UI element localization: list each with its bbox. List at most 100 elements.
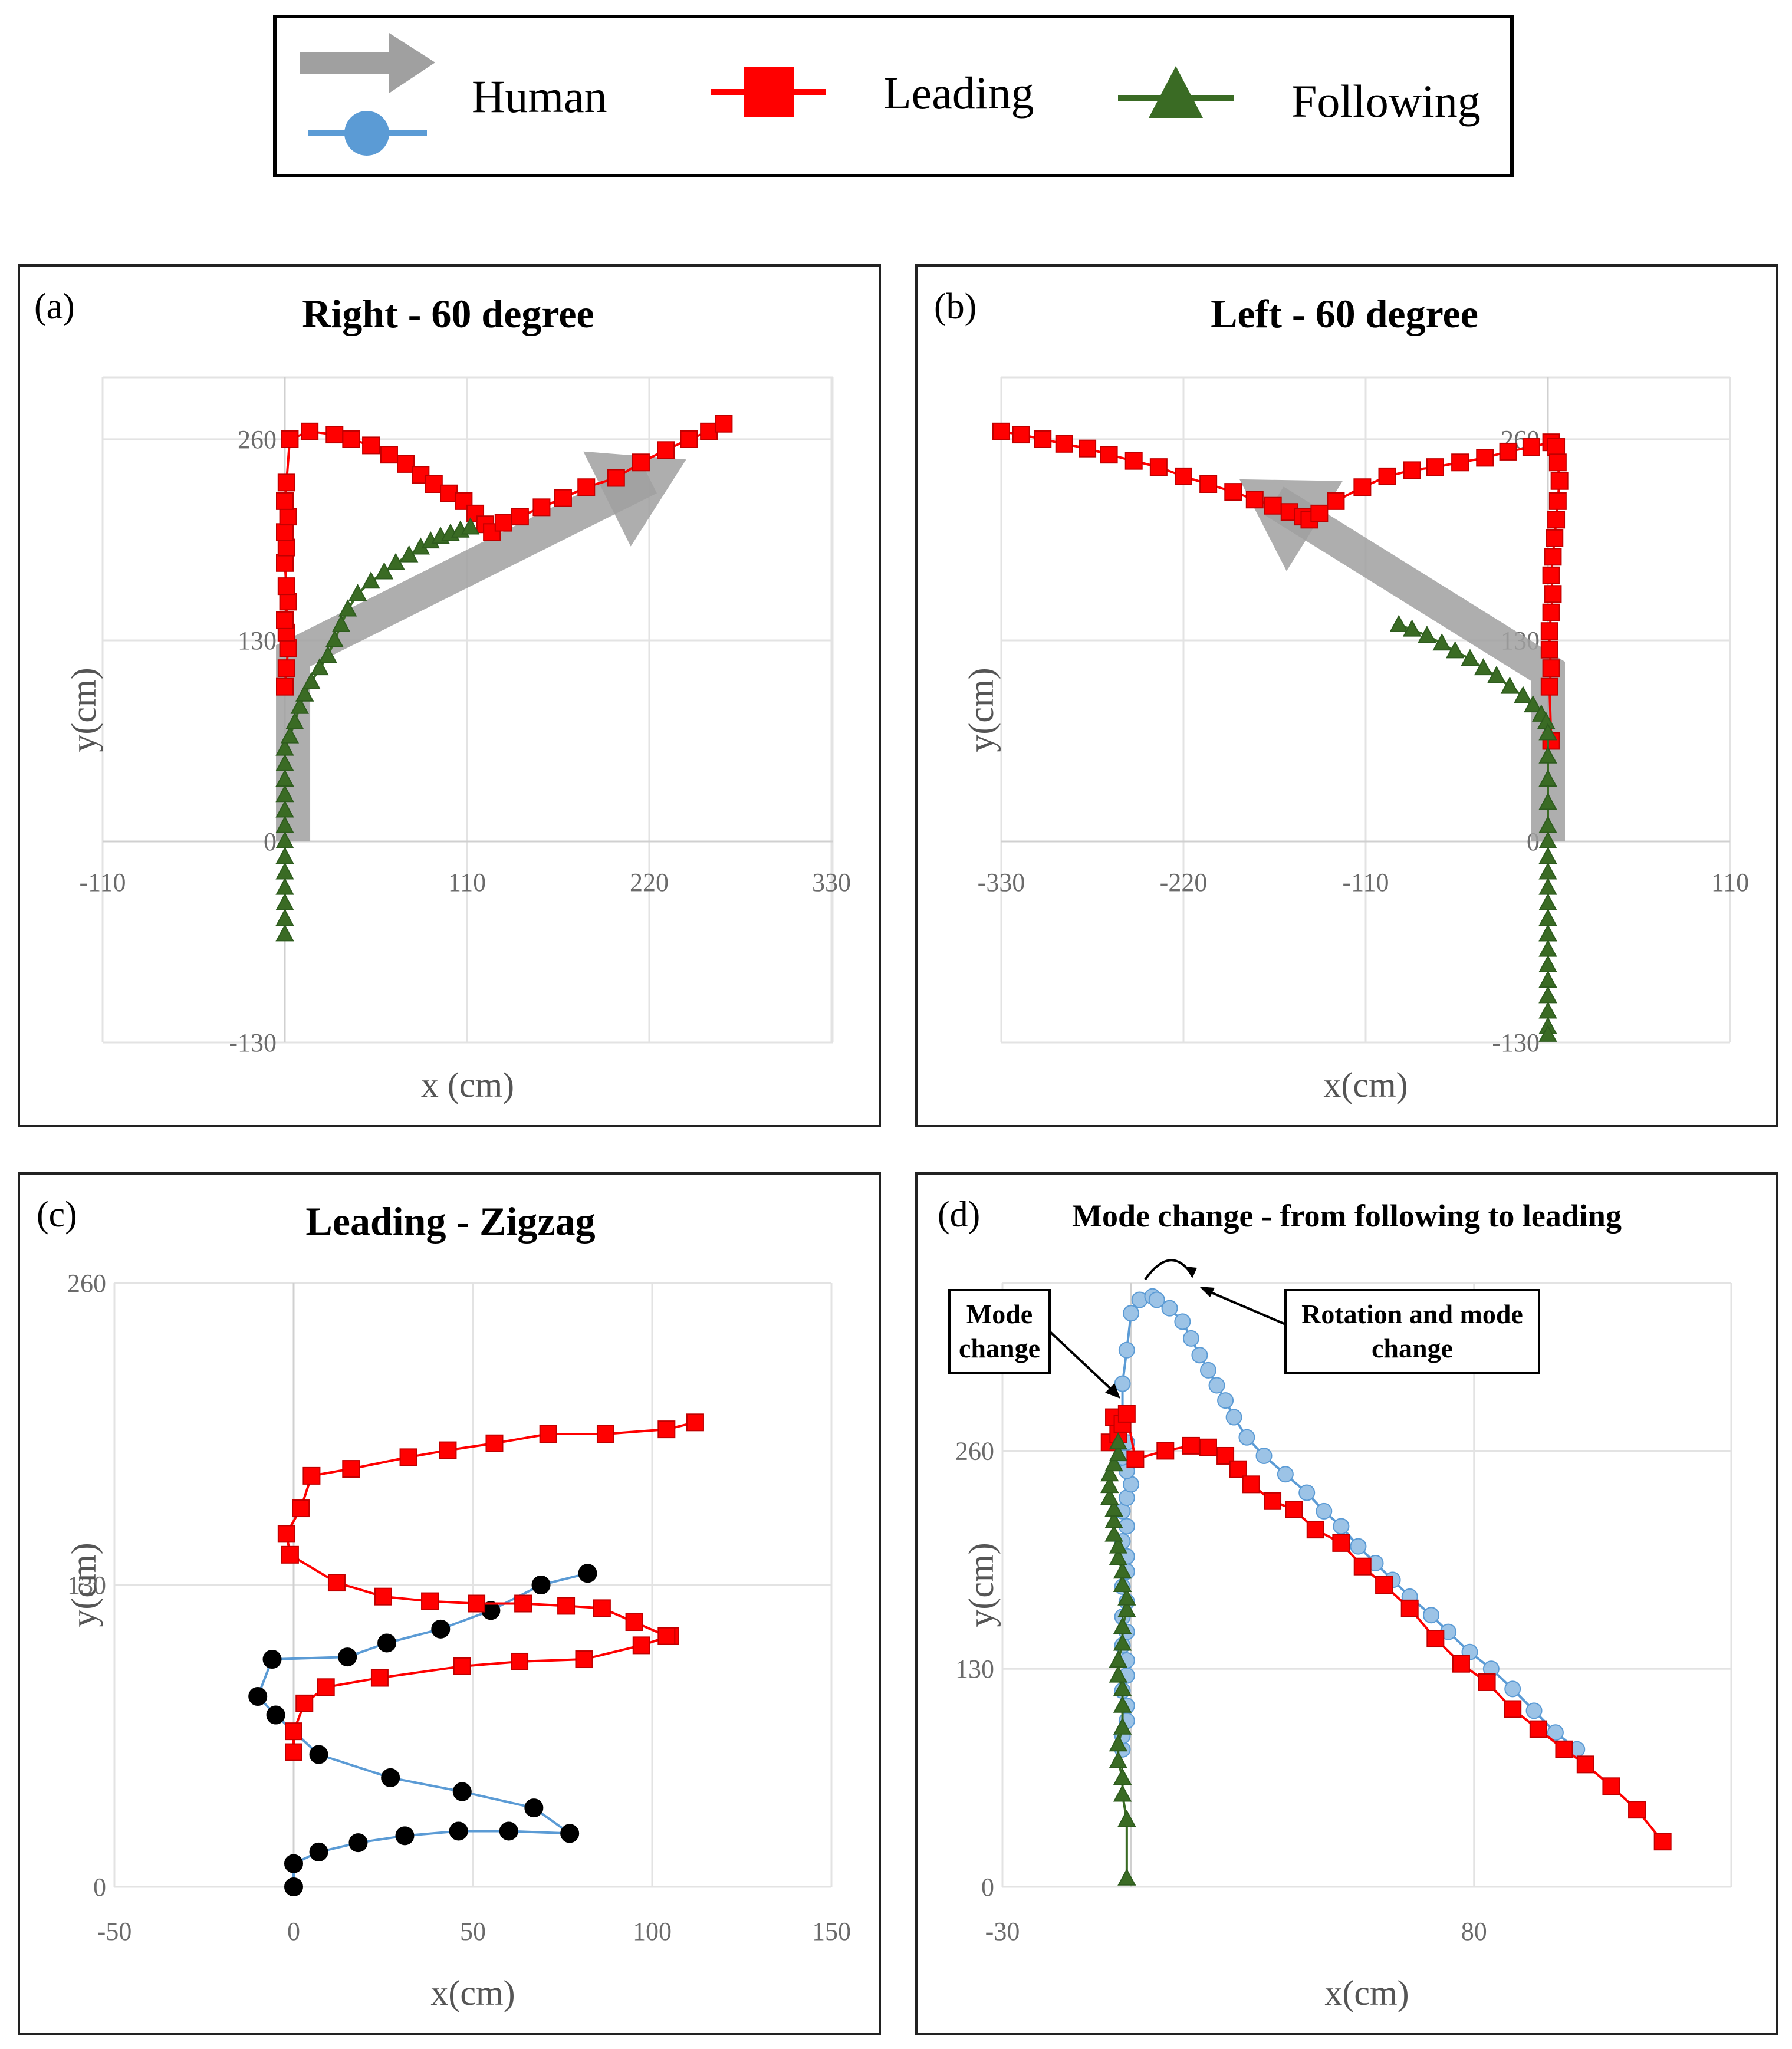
point-b-leading-27	[1547, 438, 1566, 456]
point-b-leading-5	[1100, 446, 1118, 464]
point-c-human-8	[524, 1798, 544, 1818]
point-b-following-33	[1538, 955, 1557, 972]
annotation-text-mode-change-0: Mode	[966, 1299, 1033, 1329]
point-b-following-1	[1402, 619, 1422, 637]
point-b-leading-37	[1540, 622, 1558, 640]
point-b-leading-7	[1149, 458, 1168, 476]
point-d-leading-12	[1264, 1492, 1282, 1510]
x-tick-label-c-4: 150	[812, 1917, 851, 1946]
point-d-human-43	[1350, 1538, 1367, 1555]
point-c-leading-5	[453, 1657, 471, 1675]
point-b-following-3	[1432, 633, 1451, 651]
point-a-following-23	[348, 584, 367, 601]
x-axis-title-d: x(cm)	[1324, 1974, 1409, 2012]
point-c-leading-18	[327, 1574, 346, 1592]
point-a-following-0	[275, 924, 294, 942]
panel-c: -50 0 50 100 150 0 130 260 (c) Leading - Zigzag x(…	[37, 1195, 851, 2012]
x-tick-label-d-0: -30	[985, 1917, 1020, 1946]
panel-d-frame	[915, 1172, 1778, 2035]
point-a-leading-34	[657, 441, 675, 459]
point-a-following-8	[275, 800, 294, 818]
point-c-leading-16	[421, 1592, 439, 1610]
point-c-human-10	[381, 1768, 400, 1787]
point-b-leading-0	[992, 422, 1010, 440]
point-a-leading-20	[412, 466, 430, 484]
point-a-following-14	[285, 712, 304, 729]
point-d-human-34	[1208, 1377, 1225, 1394]
point-a-leading-27	[494, 514, 512, 532]
point-d-human-23	[1114, 1375, 1131, 1392]
point-b-leading-4	[1079, 439, 1097, 458]
point-c-leading-1	[285, 1722, 302, 1741]
point-b-following-32	[1538, 986, 1557, 1004]
point-d-following-20	[1104, 1511, 1123, 1528]
point-a-following-19	[318, 646, 337, 663]
point-d-leading-6	[1156, 1442, 1175, 1460]
point-a-following-11	[275, 754, 294, 771]
annotation-arrowhead-mode-change	[1105, 1383, 1120, 1399]
point-a-leading-11	[276, 492, 294, 510]
point-b-following-10	[1524, 695, 1543, 713]
point-a-leading-1	[277, 659, 295, 677]
y-axis-title-d: y(cm)	[962, 1542, 1001, 1627]
point-a-following-22	[338, 599, 357, 617]
point-c-human-20	[578, 1564, 597, 1583]
point-d-following-12	[1113, 1617, 1132, 1634]
point-c-human-12	[266, 1705, 285, 1725]
point-a-following-24	[361, 571, 380, 589]
point-a-following-21	[331, 614, 351, 632]
point-c-leading-10	[657, 1627, 676, 1645]
point-a-leading-12	[277, 473, 295, 492]
point-d-following-26	[1109, 1444, 1127, 1462]
point-b-leading-9	[1199, 475, 1218, 494]
point-d-leading-26	[1602, 1777, 1620, 1795]
point-d-following-11	[1113, 1633, 1132, 1651]
y-tick-label-a-2: 130	[238, 626, 277, 655]
point-c-leading-0	[285, 1743, 302, 1761]
point-b-following-2	[1418, 625, 1436, 643]
point-a-leading-15	[325, 426, 344, 444]
point-b-following-0	[1389, 614, 1408, 632]
point-b-leading-17	[1327, 492, 1345, 510]
y-tick-label-c-0: 0	[93, 1873, 106, 1902]
point-b-leading-33	[1544, 548, 1562, 566]
point-a-following-10	[275, 769, 294, 787]
legend-label-human: Human	[472, 71, 607, 122]
panel-title-d: Mode change - from following to leading	[1072, 1198, 1622, 1234]
x-tick-label-c-1: 0	[287, 1917, 300, 1946]
point-c-human-14	[262, 1650, 282, 1669]
legend-following-triangle-icon	[1149, 66, 1203, 118]
point-b-leading-25	[1522, 438, 1540, 456]
point-a-leading-21	[425, 475, 443, 494]
point-d-leading-21	[1478, 1673, 1496, 1691]
point-b-leading-8	[1175, 467, 1192, 485]
point-d-following-19	[1104, 1524, 1123, 1542]
point-b-leading-21	[1426, 458, 1444, 476]
point-d-human-38	[1255, 1447, 1273, 1464]
point-a-leading-28	[511, 508, 529, 526]
y-tick-label-c-1: 130	[67, 1571, 106, 1600]
point-d-human-29	[1161, 1300, 1178, 1317]
point-b-leading-38	[1540, 640, 1558, 659]
point-c-leading-21	[292, 1499, 310, 1518]
point-c-human-7	[560, 1824, 580, 1843]
point-b-leading-23	[1476, 449, 1494, 467]
annotation-text-rotation-0: Rotation and mode	[1301, 1299, 1523, 1329]
x-tick-label-a-0: -110	[79, 868, 126, 897]
point-d-following-18	[1109, 1536, 1127, 1554]
point-d-human-35	[1217, 1392, 1234, 1409]
point-a-leading-30	[554, 489, 572, 507]
point-a-leading-36	[700, 422, 718, 440]
annotation-box-rotation	[1284, 1289, 1540, 1374]
point-b-leading-30	[1548, 492, 1567, 510]
point-b-leading-18	[1353, 478, 1372, 496]
point-d-leading-28	[1653, 1833, 1672, 1851]
point-d-human-51	[1504, 1680, 1521, 1698]
point-a-following-1	[275, 909, 294, 926]
legend-human-arrow-icon	[300, 33, 435, 93]
point-d-human-52	[1525, 1702, 1543, 1719]
point-b-leading-2	[1034, 430, 1052, 448]
point-c-leading-20	[277, 1525, 295, 1543]
point-b-leading-28	[1548, 453, 1567, 472]
